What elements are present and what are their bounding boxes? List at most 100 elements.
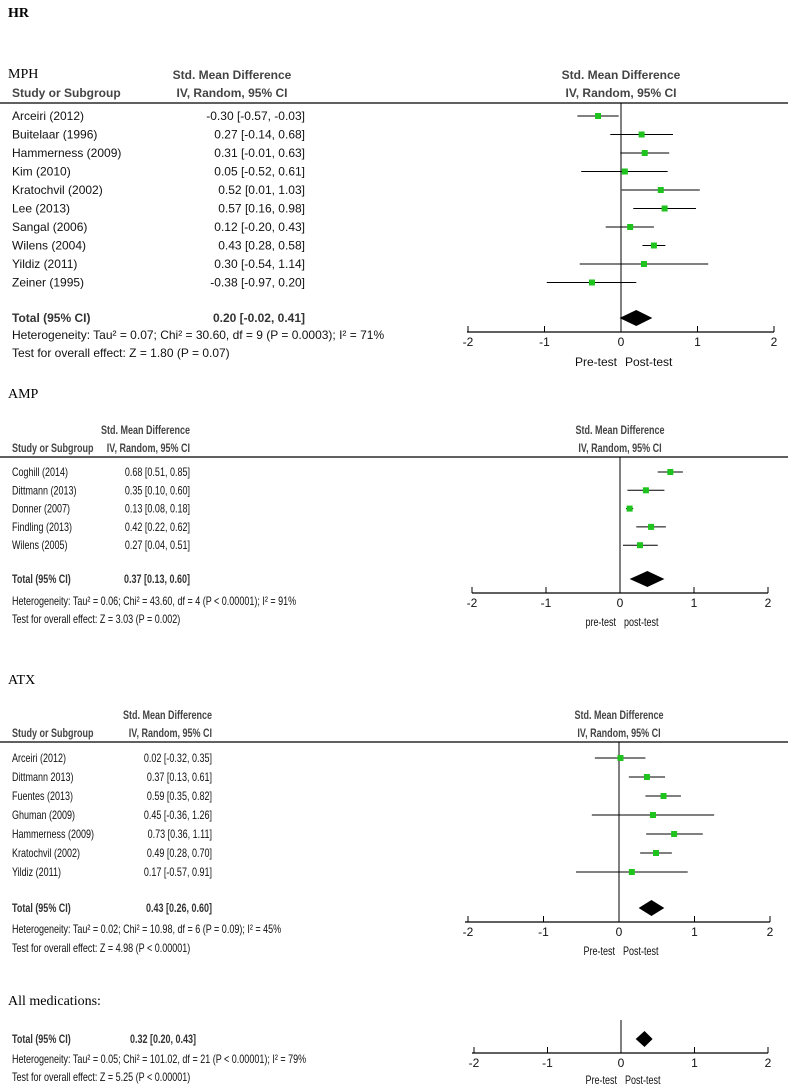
favours-right-label: Post-test: [623, 944, 659, 958]
heterogeneity-text: Heterogeneity: Tau² = 0.07; Chi² = 30.60…: [12, 328, 384, 342]
total-label: Total (95% CI): [12, 311, 90, 325]
x-tick-label: 1: [691, 596, 698, 610]
overall-effect-text: Test for overall effect: Z = 4.98 (P < 0…: [12, 941, 190, 955]
study-estimate: 0.13 [0.08, 0.18]: [125, 502, 190, 516]
x-tick-label: 2: [765, 596, 772, 610]
plot-column-header: Std. Mean Difference: [575, 708, 664, 722]
study-point-marker: [650, 242, 657, 249]
panel-title: ATX: [8, 673, 35, 688]
plot-method-header: IV, Random, 95% CI: [578, 441, 661, 455]
x-tick-label: 2: [767, 925, 774, 939]
favours-right-label: Post-test: [625, 1073, 661, 1086]
effect-column-header: Std. Mean Difference: [123, 708, 212, 722]
study-estimate: 0.57 [0.16, 0.98]: [218, 202, 305, 216]
x-tick-label: 2: [765, 1056, 772, 1070]
study-point-marker: [643, 774, 650, 780]
favours-left-label: Pre-test: [586, 1073, 618, 1086]
study-estimate: 0.35 [0.10, 0.60]: [125, 483, 190, 497]
favours-left-label: Pre-test: [575, 355, 618, 369]
study-name: Sangal (2006): [12, 220, 87, 234]
figure-title: HR: [8, 6, 30, 21]
study-estimate: 0.02 [-0.32, 0.35]: [144, 751, 212, 765]
plot-method-header: IV, Random, 95% CI: [577, 726, 660, 740]
study-point-marker: [640, 261, 647, 267]
study-point-marker: [627, 224, 634, 230]
x-tick-label: 0: [617, 596, 624, 610]
x-tick-label: -2: [463, 925, 474, 939]
study-name: Wilens (2004): [12, 239, 86, 253]
panel-title: AMP: [8, 387, 39, 402]
study-column-header: Study or Subgroup: [12, 441, 94, 455]
x-tick-label: -1: [539, 335, 550, 349]
study-point-marker: [657, 187, 664, 193]
study-estimate: 0.45 [-0.36, 1.26]: [144, 808, 212, 822]
study-estimate: 0.12 [-0.20, 0.43]: [214, 220, 305, 234]
forest-panel-3: All medications: Total (95% CI) 0.32 [0.20…: [8, 994, 772, 1086]
study-name: Findling (2013): [12, 520, 72, 534]
pooled-diamond: [635, 1031, 653, 1047]
plot-column-header: Std. Mean Difference: [576, 423, 665, 437]
study-point-marker: [661, 205, 668, 212]
x-tick-label: 0: [618, 1056, 625, 1070]
panel-title: All medications:: [8, 994, 101, 1009]
study-point-marker: [649, 812, 656, 818]
effect-method-header: IV, Random, 95% CI: [107, 441, 190, 455]
study-column-header: Study or Subgroup: [12, 86, 121, 100]
favours-left-label: Pre-test: [584, 944, 616, 958]
study-name: Kratochvil (2002): [12, 183, 103, 197]
study-estimate: 0.42 [0.22, 0.62]: [125, 520, 190, 534]
study-name: Wilens (2005): [12, 538, 68, 552]
study-point-marker: [621, 168, 628, 175]
favours-right-label: post-test: [624, 615, 659, 629]
study-name: Kim (2010): [12, 165, 71, 179]
study-estimate: 0.17 [-0.57, 0.91]: [144, 865, 212, 879]
pooled-diamond: [638, 900, 665, 916]
study-name: Hammerness (2009): [12, 827, 94, 841]
study-name: Fuentes (2013): [12, 789, 73, 803]
study-point-marker: [588, 279, 595, 286]
study-point-marker: [595, 113, 602, 119]
study-estimate: 0.30 [-0.54, 1.14]: [214, 257, 305, 271]
study-estimate: 0.31 [-0.01, 0.63]: [214, 146, 305, 160]
study-point-marker: [617, 755, 624, 761]
pooled-diamond: [629, 571, 665, 587]
forest-panel-0: MPH Study or Subgroup Std. Mean Difference…: [0, 67, 788, 369]
study-name: Kratochvil (2002): [12, 846, 80, 860]
overall-effect-text: Test for overall effect: Z = 5.25 (P < 0…: [12, 1070, 190, 1084]
study-name: Coghill (2014): [12, 465, 68, 479]
study-name: Dittmann 2013): [12, 770, 74, 784]
study-name: Yildiz (2011): [12, 865, 61, 879]
plot-method-header: IV, Random, 95% CI: [566, 86, 677, 100]
overall-effect-text: Test for overall effect: Z = 3.03 (P = 0…: [12, 612, 180, 626]
effect-column-header: Std. Mean Difference: [173, 68, 292, 82]
plot-column-header: Std. Mean Difference: [562, 68, 681, 82]
overall-effect-text: Test for overall effect: Z = 1.80 (P = 0…: [12, 346, 230, 360]
study-estimate: 0.52 [0.01, 1.03]: [218, 183, 305, 197]
x-tick-label: 2: [771, 335, 778, 349]
study-point-marker: [660, 793, 667, 799]
x-tick-label: -2: [467, 596, 478, 610]
x-tick-label: 1: [691, 925, 698, 939]
study-point-marker: [671, 831, 678, 837]
study-column-header: Study or Subgroup: [12, 726, 94, 740]
study-name: Zeiner (1995): [12, 276, 84, 290]
study-estimate: 0.27 [0.04, 0.51]: [125, 538, 190, 552]
study-point-marker: [638, 131, 645, 138]
study-point-marker: [667, 469, 674, 475]
study-name: Lee (2013): [12, 202, 70, 216]
study-name: Ghuman (2009): [12, 808, 75, 822]
study-name: Dittmann (2013): [12, 483, 77, 497]
study-name: Yildiz (2011): [12, 257, 77, 271]
study-estimate: -0.30 [-0.57, -0.03]: [206, 109, 305, 123]
effect-method-header: IV, Random, 95% CI: [177, 86, 288, 100]
pooled-diamond: [619, 310, 653, 326]
forest-panel-1: AMP Study or Subgroup Std. Mean Difference…: [0, 387, 788, 629]
study-name: Arceiri (2012): [12, 751, 66, 765]
effect-method-header: IV, Random, 95% CI: [129, 726, 212, 740]
study-point-marker: [652, 850, 659, 856]
study-name: Arceiri (2012): [12, 109, 84, 123]
x-tick-label: -2: [469, 1056, 480, 1070]
study-estimate: 0.49 [0.28, 0.70]: [147, 846, 212, 860]
x-tick-label: 0: [618, 335, 625, 349]
total-label: Total (95% CI): [12, 572, 71, 586]
